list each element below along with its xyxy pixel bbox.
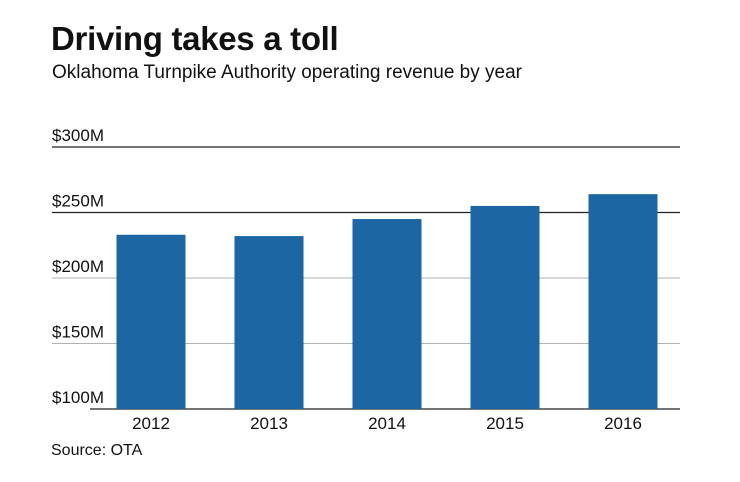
x-tick-label: 2012 [132,414,170,433]
chart-title: Driving takes a toll [51,20,339,57]
bar-2016 [588,194,658,409]
x-tick-label: 2016 [604,414,642,433]
x-tick-label: 2014 [368,414,406,433]
chart-subtitle: Oklahoma Turnpike Authority operating re… [52,62,522,83]
axis-labels: $100M $150M $200M $250M $300M 2012 2013 2014 201… [52,126,642,433]
x-tick-label: 2015 [486,414,524,433]
x-tick-label: 2013 [250,414,288,433]
bar-2013 [234,236,304,409]
y-tick-label: $300M [52,126,104,145]
y-tick-label: $100M [52,388,104,407]
bars [116,194,658,409]
bar-2014 [352,219,422,409]
y-tick-label: $200M [52,257,104,276]
source-note: Source: OTA [51,442,143,459]
y-tick-label: $150M [52,323,104,342]
y-tick-label: $250M [52,192,104,211]
bar-2015 [470,205,540,409]
bar-2012 [116,234,186,409]
